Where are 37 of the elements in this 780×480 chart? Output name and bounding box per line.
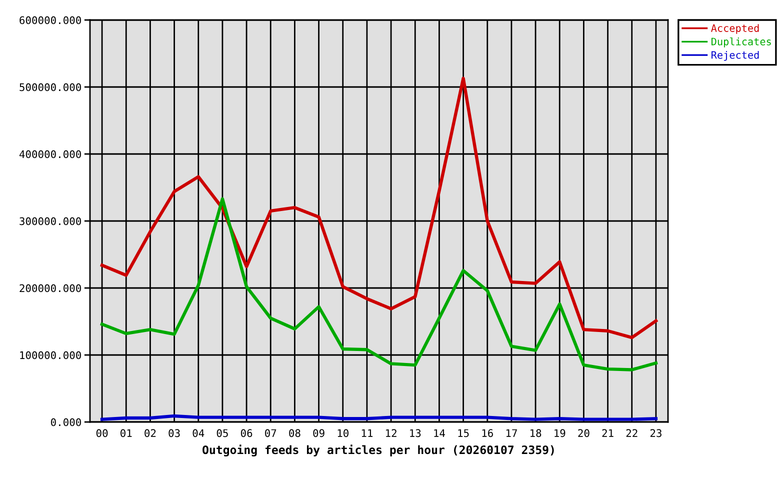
x-tick-label: 04 <box>192 429 204 438</box>
line-series <box>100 197 658 372</box>
y-tick-label: 300000.000 <box>20 217 81 226</box>
x-tick-label: 21 <box>602 429 614 437</box>
x-tick-label: 00 <box>96 429 108 438</box>
x-tick-label: 22 <box>626 429 638 437</box>
x-tick-label: 17 <box>506 429 517 437</box>
x-tick-label: 08 <box>289 429 300 438</box>
legend-label: Accepted <box>711 24 759 34</box>
x-tick-label: 05 <box>216 429 228 438</box>
x-tick-label: 15 <box>458 429 469 438</box>
x-tick-label: 03 <box>168 429 180 438</box>
x-tick-label: 12 <box>386 429 396 437</box>
y-tick-label: 0.000 <box>50 418 81 426</box>
x-tick-label: 23 <box>650 429 662 438</box>
x-tick-label: 09 <box>313 429 324 438</box>
x-tick-label: 02 <box>144 429 156 438</box>
x-tick-label: 10 <box>338 429 348 438</box>
legend-label: Rejected <box>712 50 759 61</box>
x-tick-label: 20 <box>578 429 590 438</box>
x-tick-label: 13 <box>410 429 421 438</box>
x-tick-label: 19 <box>554 429 566 438</box>
x-axis-title: Outgoing feeds by articles per hour (20260107 2359) <box>202 444 554 456</box>
y-tick-label: 100000.000 <box>20 351 81 360</box>
x-tick-label: 18 <box>530 429 542 438</box>
y-tick-label: 600000.000 <box>20 16 81 24</box>
x-tick-label: 14 <box>434 429 445 437</box>
legend-label: Duplicates <box>712 37 771 48</box>
y-tick-label: 200000.000 <box>20 284 81 292</box>
x-tick-label: 07 <box>265 429 276 438</box>
x-tick-label: 16 <box>482 429 493 438</box>
x-tick-label: 01 <box>120 429 132 438</box>
x-tick-label: 06 <box>240 429 252 438</box>
x-tick-label: 11 <box>362 429 373 437</box>
y-tick-label: 500000.000 <box>20 83 81 92</box>
line-series <box>100 76 658 340</box>
y-tick-label: 400000.000 <box>19 150 81 158</box>
